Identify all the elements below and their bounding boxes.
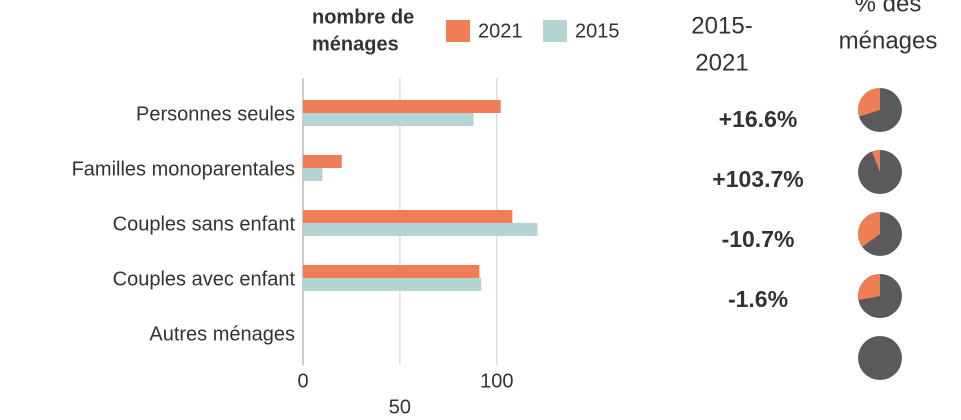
bar bbox=[303, 100, 501, 113]
change-header: 2015- bbox=[691, 12, 752, 39]
legend-title: ménages bbox=[312, 33, 399, 55]
bar bbox=[303, 223, 538, 236]
y-tick-label: Couples sans enfant bbox=[113, 213, 296, 235]
pie-slice bbox=[858, 88, 880, 117]
y-tick-label: Personnes seules bbox=[136, 103, 295, 125]
bar bbox=[303, 168, 323, 181]
legend-swatch bbox=[543, 20, 567, 42]
pie-slice bbox=[858, 274, 880, 301]
x-tick-label: 0 bbox=[297, 370, 308, 392]
change-label: +103.7% bbox=[712, 166, 803, 192]
pie-background bbox=[858, 336, 902, 380]
change-label: +16.6% bbox=[719, 106, 798, 132]
pie-slice bbox=[858, 212, 880, 247]
legend-swatch bbox=[446, 20, 470, 42]
y-tick-label: Couples avec enfant bbox=[113, 268, 296, 290]
legend-title: nombre de bbox=[312, 6, 414, 28]
share-header: % des bbox=[855, 0, 922, 17]
y-tick-label: Familles monoparentales bbox=[72, 158, 295, 180]
change-header: 2021 bbox=[695, 49, 748, 76]
change-label: -1.6% bbox=[728, 286, 788, 312]
x-tick-label: 50 bbox=[389, 396, 411, 418]
bar bbox=[303, 113, 474, 126]
change-label: -10.7% bbox=[722, 226, 795, 252]
bar bbox=[303, 265, 480, 278]
share-header: ménages bbox=[839, 27, 938, 54]
bar bbox=[303, 210, 513, 223]
x-tick-label: 100 bbox=[480, 370, 513, 392]
legend-label: 2021 bbox=[478, 20, 523, 42]
bar bbox=[303, 155, 342, 168]
y-tick-label: Autres ménages bbox=[149, 323, 295, 345]
bar bbox=[303, 278, 482, 291]
pie-slice bbox=[871, 150, 880, 172]
legend-label: 2015 bbox=[575, 20, 620, 42]
